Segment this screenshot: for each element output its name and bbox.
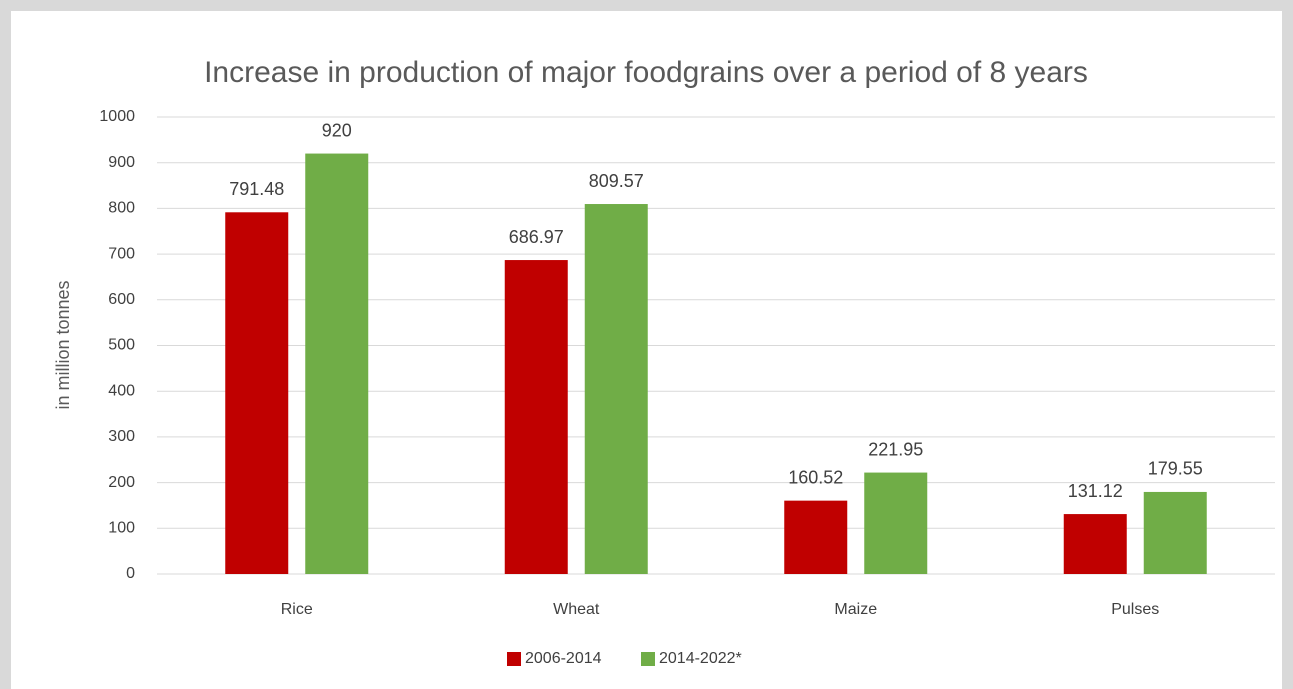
bar xyxy=(504,260,568,574)
y-tick-label: 600 xyxy=(108,291,135,308)
y-tick-label: 300 xyxy=(108,428,135,445)
x-tick-label: Maize xyxy=(834,601,877,618)
x-tick-label: Pulses xyxy=(1111,601,1159,618)
data-label: 920 xyxy=(322,120,352,140)
y-tick-label: 800 xyxy=(108,200,135,217)
legend-swatch xyxy=(641,652,655,666)
chart-title: Increase in production of major foodgrai… xyxy=(204,56,1088,89)
data-label: 686.97 xyxy=(509,227,564,247)
legend-label: 2014-2022* xyxy=(659,650,742,667)
bar xyxy=(584,204,648,575)
data-label: 131.12 xyxy=(1068,481,1123,501)
y-tick-label: 100 xyxy=(108,520,135,537)
bar xyxy=(1143,491,1207,574)
data-label: 809.57 xyxy=(589,171,644,191)
y-tick-label: 400 xyxy=(108,382,135,399)
data-label: 791.48 xyxy=(229,179,284,199)
bar xyxy=(864,472,928,574)
y-tick-label: 200 xyxy=(108,474,135,491)
y-tick-label: 500 xyxy=(108,337,135,354)
legend-label: 2006-2014 xyxy=(525,650,602,667)
bar xyxy=(1063,514,1127,574)
data-label: 160.52 xyxy=(788,467,843,487)
data-label: 221.95 xyxy=(868,439,923,459)
legend-swatch xyxy=(507,652,521,666)
bar xyxy=(225,212,289,574)
y-axis-label: in million tonnes xyxy=(53,280,73,409)
bar xyxy=(305,153,369,574)
y-tick-label: 0 xyxy=(126,565,135,582)
x-tick-label: Rice xyxy=(281,601,313,618)
bar xyxy=(784,500,848,574)
y-tick-label: 1000 xyxy=(99,108,135,125)
y-tick-label: 700 xyxy=(108,245,135,262)
data-label: 179.55 xyxy=(1148,459,1203,479)
y-tick-label: 900 xyxy=(108,154,135,171)
x-tick-label: Wheat xyxy=(553,601,600,618)
